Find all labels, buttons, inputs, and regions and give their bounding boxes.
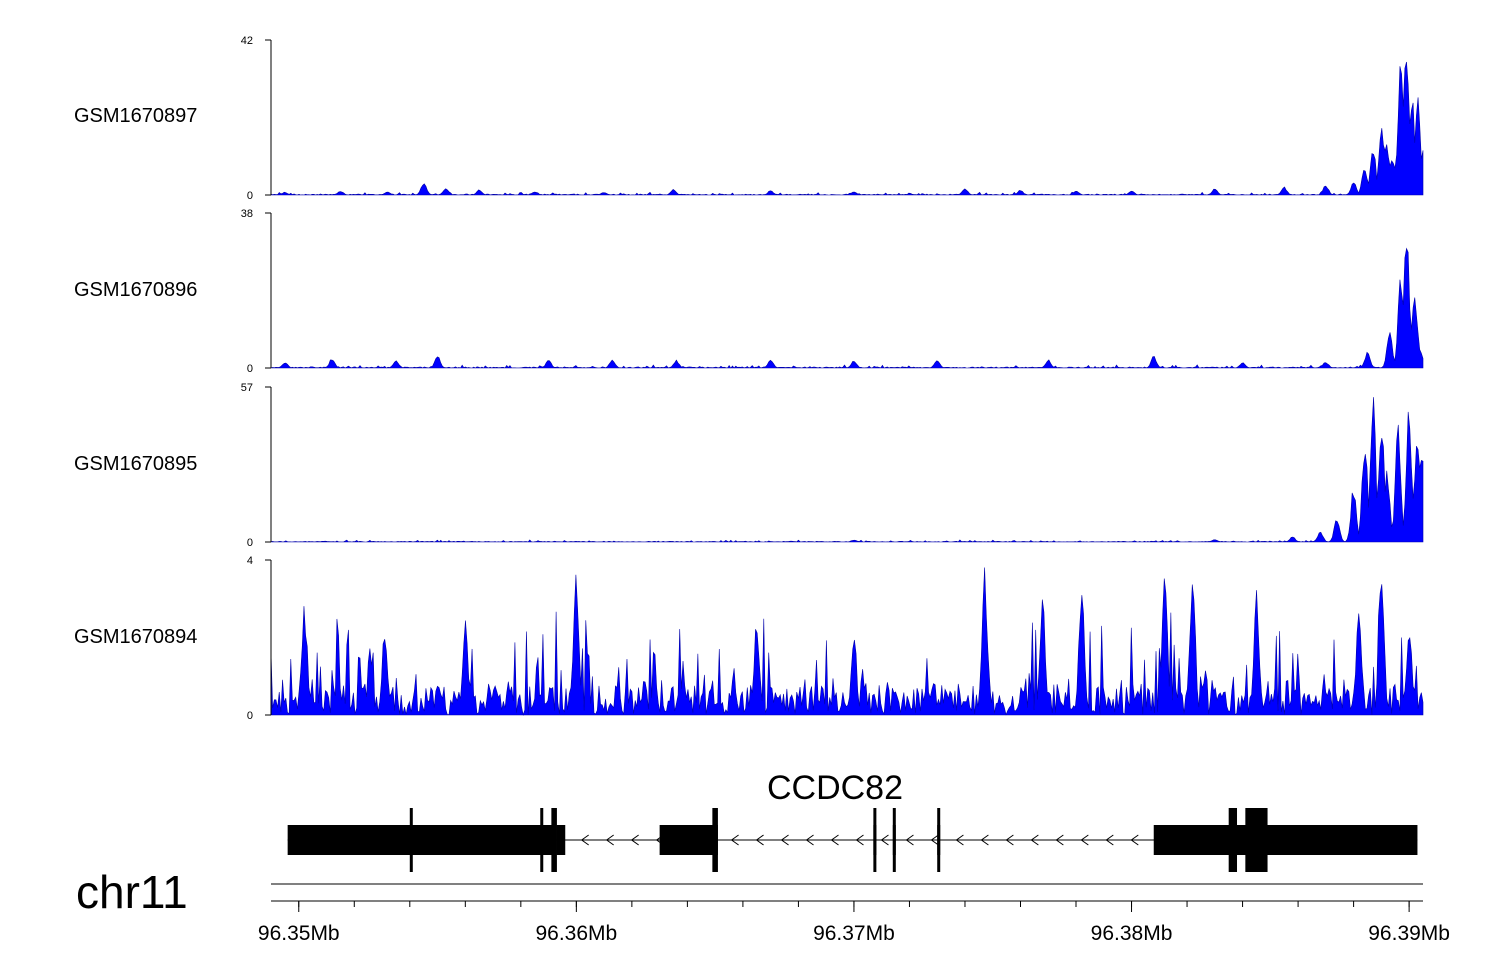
strand-arrow [730,834,739,846]
genome-axis: 96.35Mb 96.36Mb 96.37Mb 96.38Mb 96.39Mb [258,883,1450,945]
y-max-label: 57 [241,382,253,394]
strand-arrow [1105,834,1114,846]
strand-arrow [955,834,964,846]
track-4: 40 [247,555,1424,722]
gene-exon [287,825,549,855]
strand-arrow [855,834,864,846]
chromosome-label: chr11 [76,866,188,918]
strand-arrow [830,834,839,846]
track-label-2: GSM1670896 [74,279,198,301]
y-max-label: 38 [241,208,253,220]
track-1: 42 0 [241,35,1424,202]
x-tick-label: 96.37Mb [813,922,895,945]
x-tick-label: 96.36Mb [535,922,617,945]
strand-arrow [580,834,589,846]
strand-arrow [930,834,939,846]
x-tick-label: 96.35Mb [258,922,340,945]
strand-arrow [1005,834,1014,846]
gene-exon [1153,825,1418,855]
gene-exon [556,825,566,855]
coverage-area-3 [270,397,1424,543]
track-label-1: GSM1670897 [74,105,198,127]
gene-exon-tall [712,808,718,872]
coverage-area-2 [270,247,1424,369]
gene-name-label: CCDC82 [766,769,904,807]
strand-arrow [630,834,639,846]
coverage-area-1 [270,61,1424,196]
gene-model [287,808,1418,872]
gene-exon-tall [551,808,557,872]
gene-exon-tall [540,808,544,872]
strand-arrow [805,834,814,846]
gene-exon-tall [937,808,941,872]
y-max-label: 42 [241,35,253,47]
y-max-label: 4 [247,555,253,567]
strand-arrow [755,834,764,846]
x-tick-label: 96.38Mb [1091,922,1173,945]
track-3: 57 0 [241,382,1424,549]
track-2: 38 0 [241,208,1424,375]
gene-exon-tall [873,808,877,872]
strand-arrow [980,834,989,846]
strand-arrow [905,834,914,846]
gene-exon-tall [892,808,896,872]
gene-exon-tall [409,808,413,872]
y-min-label: 0 [247,190,253,202]
y-min-label: 0 [247,710,253,722]
y-min-label: 0 [247,537,253,549]
y-min-label: 0 [247,363,253,375]
x-tick-label: 96.39Mb [1368,922,1450,945]
strand-arrow [1030,834,1039,846]
strand-arrow [780,834,789,846]
track-label-3: GSM1670895 [74,453,198,475]
strand-arrow [1080,834,1089,846]
strand-arrow [880,834,889,846]
strand-arrow [1055,834,1064,846]
gene-exon [659,825,716,855]
strand-arrow [605,834,614,846]
strand-arrow [1130,834,1139,846]
track-label-4: GSM1670894 [74,626,198,648]
gene-exon-tall [1245,808,1268,872]
coverage-area-4 [270,567,1424,717]
gene-exon-tall [1228,808,1238,872]
